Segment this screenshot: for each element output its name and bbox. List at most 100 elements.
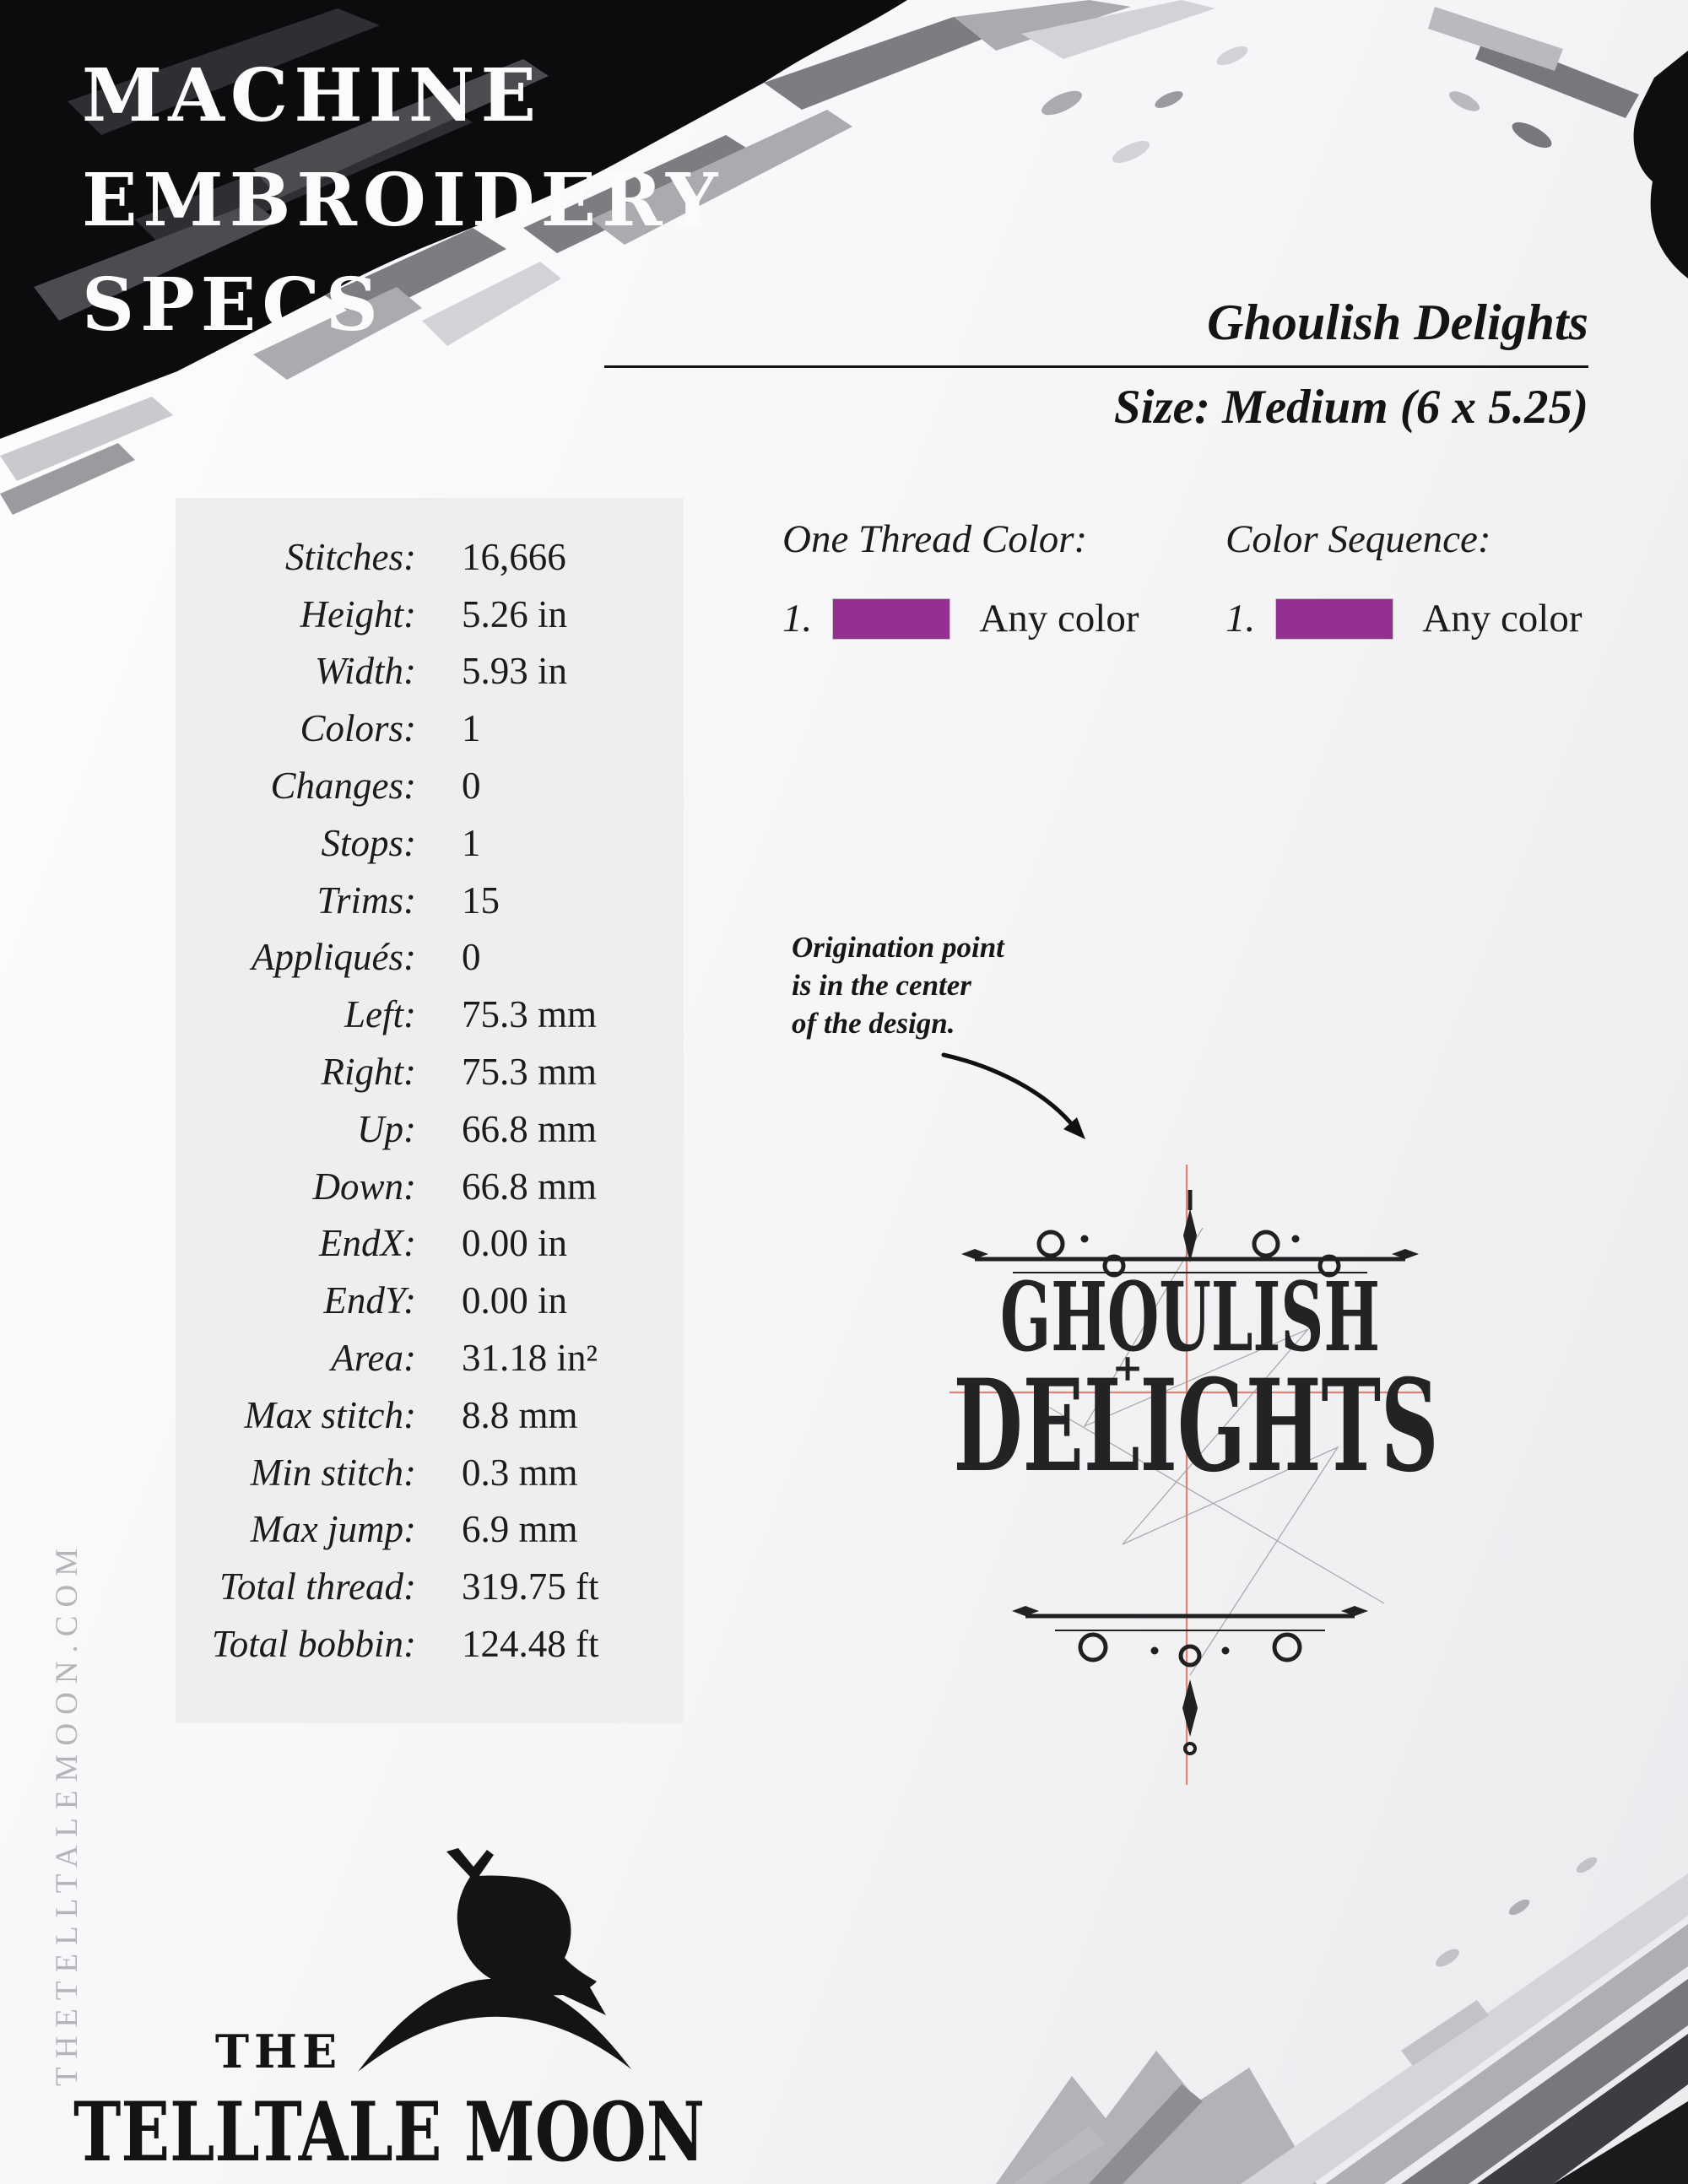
one-thread-color-column: One Thread Color: 1. Any color bbox=[782, 516, 1139, 641]
flourish-top-icon bbox=[961, 1190, 1419, 1278]
thread-swatch bbox=[832, 597, 951, 640]
spec-value: 5.26 in bbox=[462, 592, 568, 635]
spec-row: Changes: 0 bbox=[176, 757, 684, 814]
spec-label: Width: bbox=[315, 650, 416, 693]
origination-arrow-icon bbox=[941, 1052, 1085, 1139]
spec-row: Stops: 1 bbox=[176, 814, 684, 872]
color-sequence-column: Color Sequence: 1. Any color bbox=[1225, 516, 1582, 641]
spec-label: Min stitch: bbox=[250, 1451, 416, 1494]
spec-row: Stitches: 16,666 bbox=[176, 528, 684, 586]
spec-value: 0.00 in bbox=[462, 1222, 568, 1265]
raven-icon bbox=[446, 1848, 606, 2015]
footer-brush-art bbox=[996, 1857, 1688, 2184]
spec-value: 124.48 ft bbox=[462, 1623, 599, 1666]
spec-value: 0 bbox=[462, 936, 481, 979]
flourish-bottom-icon bbox=[1012, 1606, 1368, 1755]
spec-row: Left: 75.3 mm bbox=[176, 986, 684, 1043]
spec-value: 15 bbox=[462, 878, 500, 922]
note-line: is in the center bbox=[792, 969, 971, 1002]
spec-value: 0 bbox=[462, 765, 481, 808]
title-line-2: EMBROIDERY bbox=[82, 158, 724, 243]
thread-row: 1. Any color bbox=[782, 596, 1139, 641]
brand-the: THE bbox=[215, 2025, 342, 2079]
spec-value: 0.3 mm bbox=[462, 1451, 578, 1494]
brand-logo: THE TELLTALE MOON bbox=[73, 1848, 705, 2177]
thread-index: 1. bbox=[1225, 597, 1256, 641]
spec-value: 0.00 in bbox=[462, 1279, 568, 1322]
design-preview: GHOULISH + DELIGHTS bbox=[950, 1165, 1439, 1785]
spec-row: Height: 5.26 in bbox=[176, 586, 684, 643]
design-word-1: GHOULISH bbox=[1000, 1262, 1380, 1373]
spec-value: 75.3 mm bbox=[462, 993, 598, 1036]
spec-label: Max jump: bbox=[250, 1508, 416, 1551]
spec-value: 16,666 bbox=[462, 535, 566, 578]
spec-row: Max stitch: 8.8 mm bbox=[176, 1387, 684, 1444]
spec-row: Total bobbin: 124.48 ft bbox=[176, 1615, 684, 1673]
page-title: MACHINE EMBROIDERY SPECS bbox=[82, 44, 723, 358]
color-sequence-heading: Color Sequence: bbox=[1225, 517, 1491, 561]
jump-stitch-lines bbox=[1037, 1227, 1385, 1676]
specs-panel: Stitches: 16,666 Height: 5.26 in Width: 5.9… bbox=[176, 498, 684, 1723]
thread-color-name: Any color bbox=[979, 597, 1139, 641]
spec-value: 75.3 mm bbox=[462, 1051, 598, 1094]
spec-value: 66.8 mm bbox=[462, 1107, 598, 1150]
title-line-1: MACHINE bbox=[82, 53, 543, 138]
spec-label: EndY: bbox=[323, 1279, 416, 1322]
spec-row: Width: 5.93 in bbox=[176, 643, 684, 700]
title-divider bbox=[604, 365, 1588, 368]
design-plus-ornament: + bbox=[1112, 1347, 1144, 1390]
spec-row: Total thread: 319.75 ft bbox=[176, 1558, 684, 1615]
spec-label: Area: bbox=[331, 1337, 416, 1380]
spec-label: Changes: bbox=[270, 765, 417, 808]
spec-label: Stitches: bbox=[285, 535, 416, 578]
thread-swatch bbox=[1275, 597, 1394, 640]
spec-label: Trims: bbox=[316, 878, 416, 922]
spec-row: Down: 66.8 mm bbox=[176, 1158, 684, 1215]
spec-row: Appliqués: 0 bbox=[176, 929, 684, 987]
spec-value: 8.8 mm bbox=[462, 1393, 578, 1436]
spec-label: Down: bbox=[312, 1165, 417, 1208]
thread-row: 1. Any color bbox=[1225, 596, 1582, 641]
crescent-icon bbox=[358, 1978, 631, 2072]
size-label: Size: Medium (6 x 5.25) bbox=[1113, 381, 1588, 434]
spec-row: EndY: 0.00 in bbox=[176, 1272, 684, 1329]
spec-row: EndX: 0.00 in bbox=[176, 1215, 684, 1273]
spec-value: 31.18 in² bbox=[462, 1337, 598, 1380]
spec-value: 1 bbox=[462, 707, 481, 750]
one-thread-color-heading: One Thread Color: bbox=[782, 517, 1088, 561]
spec-row: Trims: 15 bbox=[176, 872, 684, 929]
spec-label: Total thread: bbox=[219, 1565, 416, 1608]
design-name: Ghoulish Delights bbox=[1207, 295, 1588, 350]
spec-value: 319.75 ft bbox=[462, 1565, 599, 1608]
spec-row: Area: 31.18 in² bbox=[176, 1329, 684, 1387]
spec-label: Colors: bbox=[300, 707, 416, 750]
spec-label: Height: bbox=[300, 592, 416, 635]
thread-index: 1. bbox=[782, 597, 813, 641]
spec-row: Min stitch: 0.3 mm bbox=[176, 1444, 684, 1501]
spec-label: Max stitch: bbox=[244, 1393, 416, 1436]
spec-label: Right: bbox=[321, 1051, 416, 1094]
spec-label: Up: bbox=[357, 1107, 416, 1150]
spec-value: 6.9 mm bbox=[462, 1508, 578, 1551]
brand-telltale-moon: TELLTALE MOON bbox=[73, 2084, 705, 2177]
spec-label: EndX: bbox=[319, 1222, 416, 1265]
design-word-2: DELIGHTS bbox=[954, 1352, 1439, 1500]
spec-label: Stops: bbox=[321, 821, 417, 864]
title-line-3: SPECS bbox=[82, 262, 384, 348]
spec-label: Total bobbin: bbox=[211, 1623, 416, 1666]
spec-value: 5.93 in bbox=[462, 650, 568, 693]
spec-row: Colors: 1 bbox=[176, 700, 684, 757]
spec-row: Up: 66.8 mm bbox=[176, 1100, 684, 1158]
spec-label: Left: bbox=[344, 993, 416, 1036]
spec-label: Appliqués: bbox=[252, 936, 416, 979]
note-line: of the design. bbox=[792, 1007, 955, 1040]
spec-value: 66.8 mm bbox=[462, 1165, 598, 1208]
origination-note: Origination point is in the center of th… bbox=[792, 928, 1004, 1042]
note-line: Origination point bbox=[792, 931, 1004, 964]
spec-value: 1 bbox=[462, 821, 481, 864]
thread-color-name: Any color bbox=[1422, 597, 1582, 641]
spec-row: Max jump: 6.9 mm bbox=[176, 1501, 684, 1559]
spec-row: Right: 75.3 mm bbox=[176, 1043, 684, 1100]
header-brush-art bbox=[0, 0, 1688, 515]
